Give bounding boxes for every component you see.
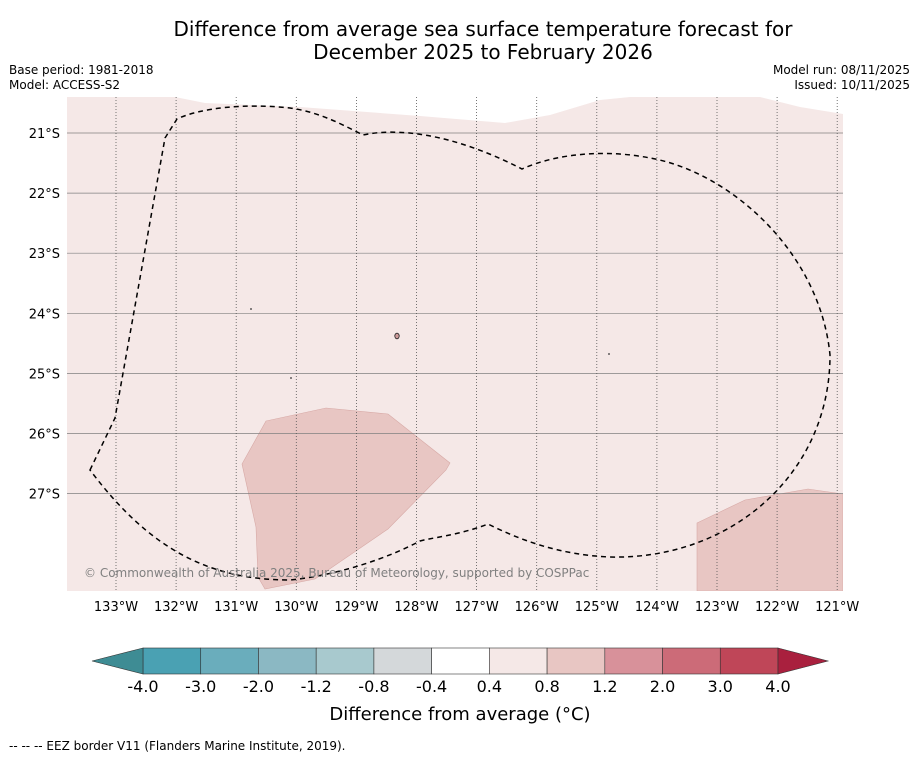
island [394, 332, 400, 340]
map-title: Difference from average sea surface temp… [0, 18, 919, 64]
colorbar-tick-label: 0.4 [476, 677, 503, 696]
eez-footnote: -- -- -- EEZ border V11 (Flanders Marine… [9, 739, 346, 753]
colorbar-max-extension [777, 647, 830, 675]
issued-date: Issued: 10/11/2025 [794, 78, 910, 92]
colorbar-tick-label: -0.8 [358, 677, 390, 696]
graticule [67, 97, 843, 591]
latitude-label: 21°S [29, 127, 60, 142]
colorbar-tick-label: -4.0 [127, 677, 159, 696]
run-info: Model run: 08/11/2025 Issued: 10/11/2025 [773, 63, 910, 93]
colorbar-tick-label: -3.0 [185, 677, 217, 696]
latitude-label: 26°S [29, 428, 60, 443]
colorbar-tick-label: -2.0 [242, 677, 275, 696]
longitude-label: 123°W [695, 600, 739, 615]
title-line-1: Difference from average sea surface temp… [173, 17, 793, 41]
colorbar-cell [373, 647, 432, 675]
colorbar-tick-label: 0.8 [534, 677, 560, 696]
colorbar-tick-label: 3.0 [707, 677, 733, 696]
eez-border [89, 105, 831, 581]
sst-anomaly-map: © Commonwealth of Australia 2025, Bureau… [29, 97, 860, 675]
colorbar-cell [719, 647, 779, 675]
island [608, 353, 610, 355]
latitude-label: 25°S [29, 367, 60, 382]
island [250, 308, 252, 310]
base-period: Base period: 1981-2018 [9, 63, 154, 77]
model-run-date: Model run: 08/11/2025 [772, 63, 910, 77]
anomaly-patch-southwest [241, 407, 451, 590]
longitude-label: 130°W [274, 600, 318, 615]
colorbar-tick-label: 1.2 [592, 677, 618, 696]
colorbar-cell [662, 647, 721, 675]
anomaly-patch-southeast [696, 488, 843, 591]
colorbar-tick-label: -0.4 [416, 677, 448, 696]
latitude-label: 23°S [29, 247, 60, 262]
title-line-2: December 2025 to February 2026 [313, 40, 653, 64]
longitude-label: 125°W [575, 600, 619, 615]
colorbar-cell [431, 647, 490, 675]
colorbar-cell [142, 647, 202, 675]
colorbar-tick-label: 2.0 [649, 677, 676, 696]
colorbar-cell [546, 647, 606, 675]
longitude-label: 121°W [815, 600, 859, 615]
colorbar-tick-label: 4.0 [765, 677, 791, 696]
colorbar-cell [315, 647, 375, 675]
colorbar-cell [258, 647, 317, 675]
longitude-label: 127°W [455, 600, 499, 615]
colorbar-cell [489, 647, 548, 675]
colorbar-cell [604, 647, 663, 675]
latitude-label: 22°S [29, 187, 60, 202]
longitude-label: 122°W [755, 600, 799, 615]
island [290, 377, 292, 379]
model-name: Model: ACCESS-S2 [9, 78, 121, 92]
colorbar [91, 647, 830, 675]
longitude-label: 131°W [214, 600, 258, 615]
copyright-notice: © Commonwealth of Australia 2025, Bureau… [84, 566, 589, 580]
longitude-label: 124°W [635, 600, 679, 615]
latitude-label: 24°S [29, 307, 60, 322]
islands [250, 308, 610, 379]
base-info: Base period: 1981-2018 Model: ACCESS-S2 [9, 63, 154, 93]
longitude-label: 126°W [515, 600, 559, 615]
longitude-label: 132°W [154, 600, 198, 615]
longitude-label: 129°W [334, 600, 378, 615]
colorbar-cell [200, 647, 259, 675]
longitude-label: 128°W [394, 600, 438, 615]
longitude-labels: 133°W 132°W 131°W 130°W 129°W 128°W 127°W 126°W… [94, 600, 860, 615]
colorbar-tick-label: -1.2 [300, 677, 332, 696]
longitude-label: 133°W [94, 600, 138, 615]
latitude-labels: 21°S 22°S 23°S 24°S 25°S 26°S 27°S [29, 127, 60, 503]
latitude-label: 27°S [29, 488, 60, 503]
colorbar-title: Difference from average (°C) [329, 704, 591, 725]
colorbar-min-extension [91, 647, 144, 675]
